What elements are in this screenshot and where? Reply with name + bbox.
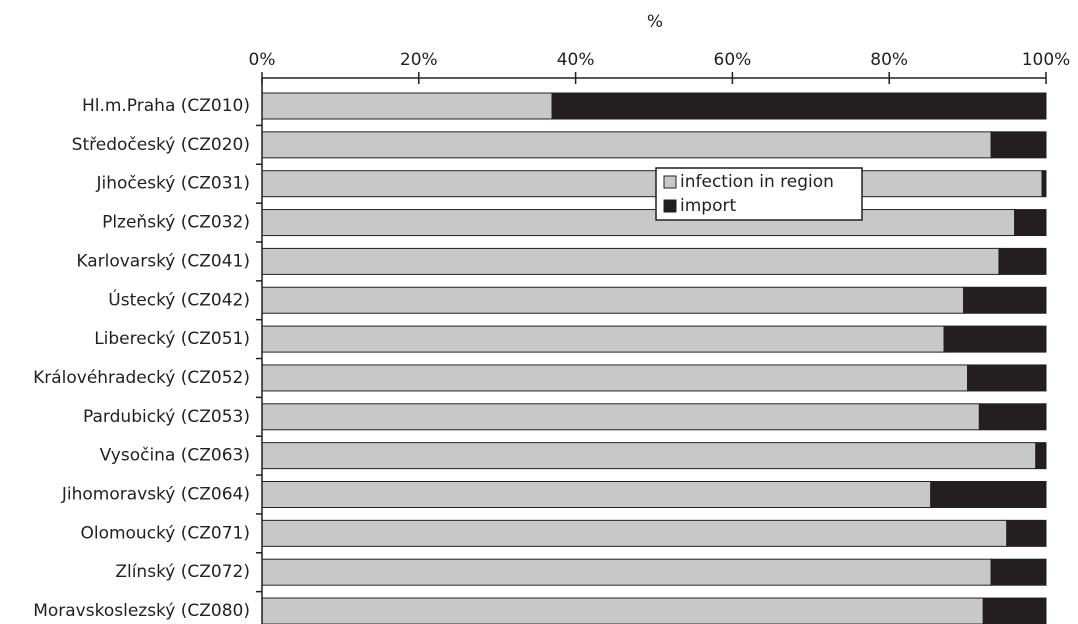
y-tick-label: Pardubický (CZ053) [83, 407, 250, 427]
bar-segment [261, 403, 980, 431]
bar-segment [261, 92, 553, 120]
x-tick-label: 80% [870, 50, 908, 70]
bar-segment [261, 131, 992, 159]
x-tick-label: 0% [249, 50, 276, 70]
bar-segment [261, 597, 984, 624]
legend-box [655, 167, 863, 221]
bar-segment [963, 286, 1047, 314]
bar-segment [261, 519, 1008, 547]
bar-segment [1035, 442, 1047, 470]
bar-segment [978, 403, 1047, 431]
bar-segment [1014, 209, 1047, 237]
bar-segment [990, 558, 1047, 586]
y-tick-label: Hl.m.Praha (CZ010) [82, 96, 250, 116]
bar-segment [261, 442, 1037, 470]
y-tick-label: Jihomoravský (CZ064) [61, 485, 250, 505]
y-tick-label: Vysočina (CZ063) [100, 446, 250, 466]
y-tick-label: Plzeňský (CZ032) [102, 213, 250, 233]
bar-segment [998, 247, 1047, 275]
bar-segment [261, 325, 945, 353]
bar-segment [990, 131, 1047, 159]
bar-segment [261, 247, 1000, 275]
bar-segment [1041, 170, 1047, 198]
bar-segment [261, 170, 1043, 198]
y-tick-label: Královéhradecký (CZ052) [33, 368, 250, 388]
bar-segment [261, 286, 965, 314]
y-tick-label: Středočeský (CZ020) [72, 135, 250, 155]
bar-segment [967, 364, 1047, 392]
y-tick-label: Olomoucký (CZ071) [80, 523, 250, 543]
bar-segment [261, 364, 969, 392]
legend-label: import [680, 196, 736, 216]
bar-segment [261, 481, 932, 508]
x-tick-label: 100% [1022, 50, 1071, 70]
bar-segment [1006, 519, 1047, 547]
legend-swatch [663, 175, 677, 189]
legend-swatch [663, 199, 677, 213]
bar-segment [982, 597, 1047, 624]
bar-segment [261, 209, 1016, 237]
bar-segment [551, 92, 1047, 120]
x-tick-label: 60% [714, 50, 752, 70]
y-tick-label: Zlínský (CZ072) [115, 562, 250, 582]
x-tick-label: 40% [557, 50, 595, 70]
legend-label: infection in region [680, 172, 834, 192]
bar-segment [261, 558, 992, 586]
y-tick-label: Jihočeský (CZ031) [95, 174, 250, 194]
y-tick-label: Liberecký (CZ051) [94, 329, 250, 349]
bar-segment [943, 325, 1047, 353]
axis-title: % [647, 12, 663, 32]
y-tick-label: Ústecký (CZ042) [108, 288, 250, 310]
x-tick-label: 20% [400, 50, 438, 70]
y-tick-label: Moravskoslezský (CZ080) [33, 601, 250, 621]
bar-segment [930, 481, 1047, 508]
y-tick-label: Karlovarský (CZ041) [76, 251, 250, 271]
